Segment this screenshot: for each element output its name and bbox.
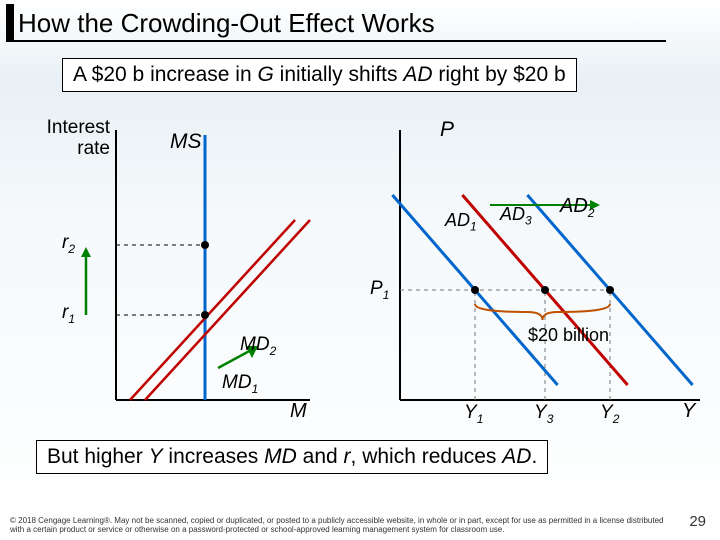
md1-label: MD1 — [222, 372, 258, 396]
caption-top: A $20 b increase in G initially shifts A… — [62, 58, 577, 92]
r1-label: r1 — [62, 302, 75, 326]
y2-label: Y2 — [600, 402, 619, 426]
caption-bottom: But higher Y increases MD and r, which r… — [36, 440, 548, 474]
y1-label: Y1 — [464, 402, 483, 426]
md2-label: MD2 — [240, 334, 276, 358]
title-marker — [6, 4, 14, 42]
title-bar: How the Crowding-Out Effect Works — [6, 4, 435, 42]
ad1-label: AD1 — [445, 210, 477, 234]
diagram-area: Interest rate MS r2 r1 MD2 MD1 M P P1 AD… — [0, 100, 720, 430]
slide-title: How the Crowding-Out Effect Works — [18, 8, 435, 39]
ad2-label: AD2 — [560, 195, 594, 220]
left-ylabel: Interest rate — [30, 118, 110, 160]
page-number: 29 — [689, 513, 706, 530]
p1-label: P1 — [370, 278, 389, 302]
title-underline — [6, 40, 666, 42]
y-axis-label: Y — [682, 400, 695, 423]
m-axis-label: M — [290, 400, 307, 423]
ad3-label: AD3 — [500, 204, 532, 228]
slide: How the Crowding-Out Effect Works A $20 … — [0, 0, 720, 540]
footer-copyright: © 2018 Cengage Learning®. May not be sca… — [10, 516, 670, 534]
ms-label: MS — [170, 130, 202, 154]
p-label: P — [440, 118, 454, 142]
y3-label: Y3 — [534, 402, 553, 426]
shift-label: $20 billion — [528, 325, 609, 346]
r2-label: r2 — [62, 232, 75, 256]
